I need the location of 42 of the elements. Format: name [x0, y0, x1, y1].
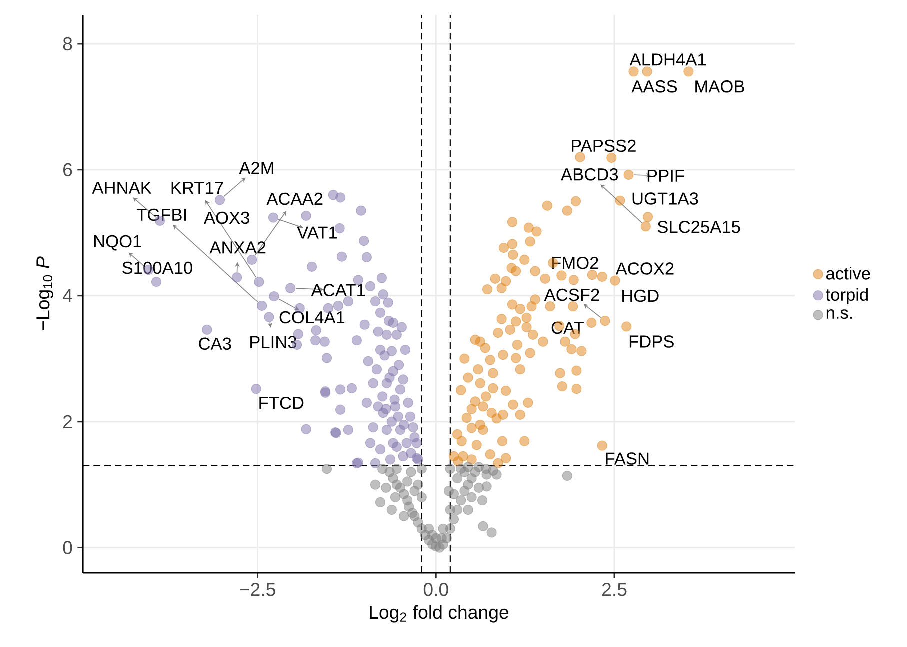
annotation: VAT1 [297, 226, 338, 239]
annotation: COL4A1 [280, 311, 345, 324]
annotation: ABCD3 [561, 168, 618, 181]
annotation: HGD [622, 290, 659, 302]
x-tick-label: 2.5 [602, 583, 627, 596]
annotation: SLC25A15 [658, 221, 740, 234]
x-tick-label: −2.5 [240, 583, 276, 596]
annotation: ALDH4A1 [630, 54, 706, 66]
y-tick-label: 4 [62, 289, 72, 302]
annotation: PPIF [648, 170, 684, 182]
annotation: UGT1A3 [632, 192, 698, 205]
y-axis-title: −Log$_{10}$ P [36, 256, 54, 331]
x-axis-title: Log$_{2}$ fold change [370, 605, 509, 623]
annotation: S100A10 [122, 262, 192, 274]
annotation: AASS [632, 80, 678, 93]
annotation: AOX3 [204, 212, 250, 224]
annotation: FTCD [260, 396, 304, 410]
annotation: FASN [606, 452, 649, 465]
annotation: ACOX2 [616, 262, 674, 275]
annotation: FMO2 [552, 256, 598, 270]
legend-label: active [826, 267, 870, 280]
annotation: AHNAK [92, 182, 152, 194]
annotation: PAPSS2 [572, 140, 636, 152]
legend-label: n.s. [826, 310, 852, 320]
y-tick-label: 2 [64, 415, 72, 428]
y-tick-label: 0 [63, 541, 72, 554]
annotation: FDPS [630, 336, 674, 348]
annotation: CA3 [199, 338, 232, 350]
annotation: A2M [239, 162, 274, 174]
annotation: ACAT1 [311, 284, 366, 296]
annotation: NQO1 [94, 235, 142, 251]
annotation: MAOB [696, 80, 744, 93]
annotation: ACAA2 [266, 192, 323, 206]
annotation: TGFBI [136, 208, 186, 222]
y-tick-label: 8 [63, 37, 72, 51]
legend-label: torpid [826, 288, 868, 304]
annotation: PLIN3 [250, 336, 297, 348]
y-tick-label: 6 [64, 163, 72, 177]
annotation: KRT17 [172, 182, 224, 194]
annotation: ACSF2 [544, 288, 600, 302]
annotation: ANXA2 [210, 242, 266, 254]
x-tick-label: 0.0 [424, 583, 448, 596]
